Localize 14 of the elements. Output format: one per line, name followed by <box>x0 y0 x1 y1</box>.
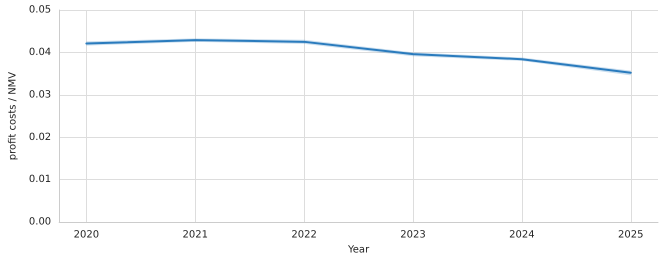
y-tick-label: 0.05 <box>28 4 52 16</box>
x-tick-label: 2025 <box>618 230 644 241</box>
y-tick-label: 0.03 <box>28 89 52 100</box>
x-tick-label: 2022 <box>291 230 317 241</box>
y-tick-label: 0.00 <box>28 216 52 228</box>
y-tick-label: 0.01 <box>28 174 52 186</box>
y-tick-label: 0.04 <box>28 46 52 58</box>
x-tick-label: 2020 <box>74 230 100 241</box>
x-tick-label: 2023 <box>400 230 426 241</box>
y-axis-title: profit costs / NMV <box>8 72 18 160</box>
x-tick-label: 2024 <box>509 230 535 241</box>
x-tick-label: 2021 <box>182 230 208 241</box>
x-axis-title: Year <box>346 244 370 256</box>
y-tick-label: 0.02 <box>28 132 52 143</box>
